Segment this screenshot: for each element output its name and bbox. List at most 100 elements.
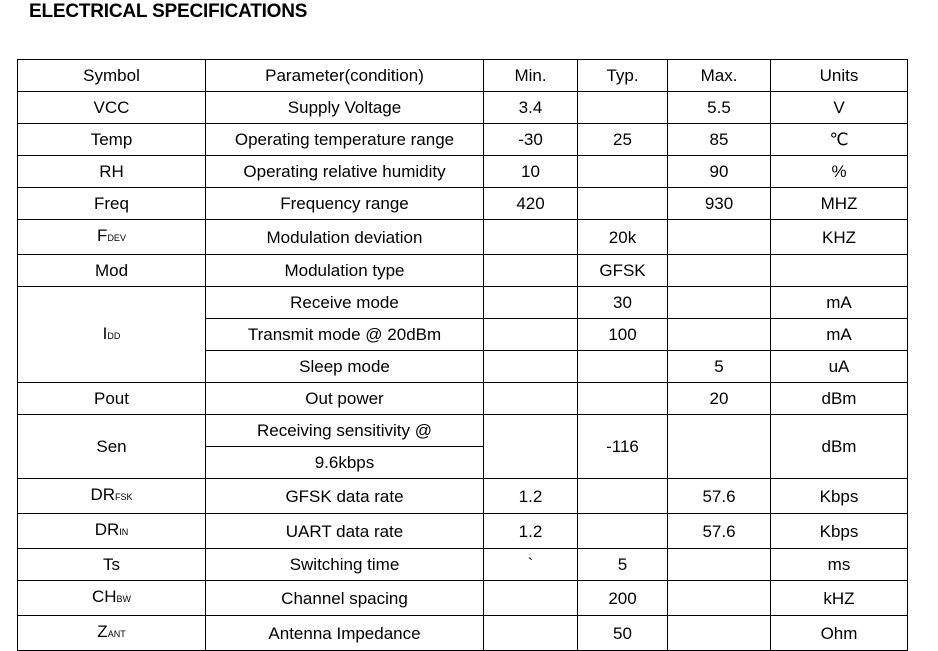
- cell-symbol: DRFSK: [17, 478, 206, 514]
- table-header-row: Symbol Parameter(condition) Min. Typ. Ma…: [17, 59, 908, 92]
- table-row: Mod Modulation type GFSK: [17, 254, 908, 287]
- spec-table: Symbol Parameter(condition) Min. Typ. Ma…: [17, 59, 908, 651]
- cell-parameter: Supply Voltage: [205, 91, 484, 124]
- cell-typ: 200: [577, 580, 668, 616]
- symbol-subscript: DD: [107, 330, 121, 341]
- cell-min: [483, 382, 578, 415]
- cell-parameter: Operating relative humidity: [205, 155, 484, 188]
- header-symbol: Symbol: [17, 59, 206, 92]
- cell-parameter: Channel spacing: [205, 580, 484, 616]
- cell-parameter: Antenna Impedance: [205, 615, 484, 651]
- cell-max: [667, 414, 771, 479]
- table-row: IDD Receive mode 30 mA: [17, 286, 908, 383]
- cell-units: Ohm: [770, 615, 908, 651]
- cell-max: [667, 318, 771, 351]
- cell-max: 57.6: [667, 478, 771, 514]
- symbol-main: DR: [94, 520, 120, 539]
- cell-symbol: CHBW: [17, 580, 206, 616]
- cell-max: 90: [667, 155, 771, 188]
- cell-parameter: Transmit mode @ 20dBm: [205, 318, 484, 351]
- cell-typ: -116: [577, 414, 668, 479]
- table-row: CHBW Channel spacing 200 kHZ: [17, 580, 908, 616]
- cell-typ: [577, 91, 668, 124]
- cell-units: dBm: [770, 382, 908, 415]
- table-row: FDEV Modulation deviation 20k KHZ: [17, 219, 908, 255]
- header-typ: Typ.: [577, 59, 668, 92]
- cell-units: ms: [770, 548, 908, 581]
- symbol-main: DR: [90, 485, 116, 504]
- header-min: Min.: [483, 59, 578, 92]
- cell-parameter: GFSK data rate: [205, 478, 484, 514]
- cell-min: [483, 615, 578, 651]
- cell-units: dBm: [770, 414, 908, 479]
- table-row: VCC Supply Voltage 3.4 5.5 V: [17, 91, 908, 124]
- cell-units: mA: [770, 318, 908, 351]
- table-row: RH Operating relative humidity 10 90 %: [17, 155, 908, 188]
- cell-min: [483, 414, 578, 479]
- table-row: Ts Switching time ` 5 ms: [17, 548, 908, 581]
- cell-min: [483, 350, 578, 383]
- cell-typ: 20k: [577, 219, 668, 255]
- cell-typ: [577, 513, 668, 549]
- cell-max: [667, 615, 771, 651]
- table-row: Transmit mode @ 20dBm 100 mA: [18, 318, 908, 351]
- cell-units: V: [770, 91, 908, 124]
- cell-units: ℃: [770, 123, 908, 156]
- cell-typ: [577, 382, 668, 415]
- cell-symbol: FDEV: [17, 219, 206, 255]
- cell-min: [483, 219, 578, 255]
- table-row: Freq Frequency range 420 930 MHZ: [17, 187, 908, 220]
- cell-units: kHZ: [770, 580, 908, 616]
- cell-parameter-line2: 9.6kbps: [205, 446, 484, 479]
- cell-parameter: UART data rate: [205, 513, 484, 549]
- page-title: ELECTRICAL SPECIFICATIONS: [29, 1, 308, 22]
- cell-units: mA: [770, 286, 908, 319]
- cell-min: 3.4: [483, 91, 578, 124]
- cell-max: 57.6: [667, 513, 771, 549]
- cell-min: -30: [483, 123, 578, 156]
- cell-typ: GFSK: [577, 254, 668, 287]
- cell-typ: 5: [577, 548, 668, 581]
- table-row: Sen Receiving sensitivity @ -116 dBm: [17, 414, 908, 479]
- cell-units: MHZ: [770, 187, 908, 220]
- cell-symbol: RH: [17, 155, 206, 188]
- cell-max: [667, 286, 771, 319]
- cell-min: [483, 580, 578, 616]
- header-parameter: Parameter(condition): [205, 59, 484, 92]
- cell-parameter: Switching time: [205, 548, 484, 581]
- symbol-subscript: BW: [116, 594, 132, 604]
- cell-parameter: Out power: [205, 382, 484, 415]
- cell-typ: [577, 187, 668, 220]
- cell-min: `: [483, 548, 578, 581]
- table-row: Temp Operating temperature range -30 25 …: [17, 123, 908, 156]
- table-row-continuation: 9.6kbps: [18, 446, 908, 479]
- cell-units: uA: [770, 350, 908, 383]
- cell-min: [483, 286, 578, 319]
- table-row: DRIN UART data rate 1.2 57.6 Kbps: [17, 513, 908, 549]
- cell-min: 10: [483, 155, 578, 188]
- cell-max: 5.5: [667, 91, 771, 124]
- table-row: Pout Out power 20 dBm: [17, 382, 908, 415]
- cell-typ: [577, 350, 668, 383]
- cell-units: Kbps: [770, 478, 908, 514]
- table-row: Sleep mode 5 uA: [18, 350, 908, 383]
- cell-symbol: Temp: [17, 123, 206, 156]
- cell-units: [770, 254, 908, 287]
- cell-symbol: Mod: [17, 254, 206, 287]
- cell-typ: [577, 478, 668, 514]
- cell-parameter: Operating temperature range: [205, 123, 484, 156]
- symbol-main: Z: [97, 622, 108, 641]
- cell-symbol: Pout: [17, 382, 206, 415]
- symbol-subscript: IN: [119, 527, 129, 537]
- symbol-subscript: FSK: [115, 492, 133, 502]
- cell-parameter: Receive mode: [205, 286, 484, 319]
- cell-max: 85: [667, 123, 771, 156]
- cell-max: 5: [667, 350, 771, 383]
- cell-symbol: Ts: [17, 548, 206, 581]
- symbol-main: F: [97, 226, 108, 245]
- table-row: DRFSK GFSK data rate 1.2 57.6 Kbps: [17, 478, 908, 514]
- cell-typ: 100: [577, 318, 668, 351]
- symbol-main: CH: [91, 587, 117, 606]
- cell-symbol: VCC: [17, 91, 206, 124]
- cell-min: 1.2: [483, 478, 578, 514]
